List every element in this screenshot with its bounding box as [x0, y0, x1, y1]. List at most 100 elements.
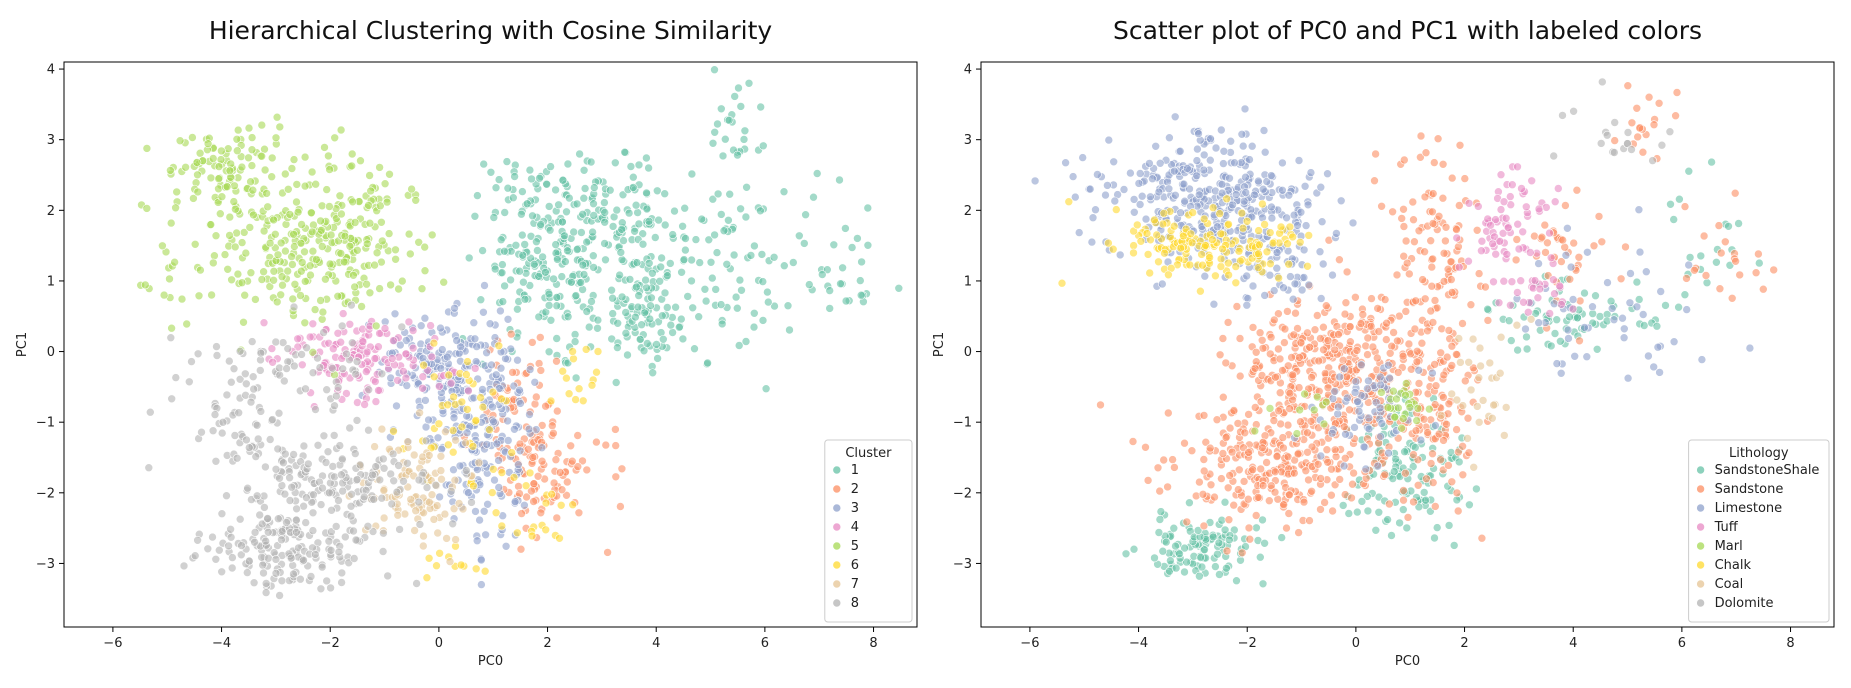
data-point [758, 277, 768, 286]
data-point [414, 497, 424, 507]
data-point [1635, 247, 1645, 257]
data-point [676, 314, 686, 324]
data-point [556, 500, 566, 510]
data-point [424, 553, 434, 563]
data-point [1085, 184, 1095, 194]
data-point [263, 514, 272, 523]
data-point [1272, 263, 1282, 273]
data-point [553, 255, 562, 264]
data-point [638, 239, 648, 249]
data-point [1212, 222, 1222, 231]
data-point [1375, 372, 1385, 382]
data-point [617, 225, 627, 234]
data-point [497, 268, 507, 278]
data-point [1088, 213, 1098, 222]
data-point [277, 272, 287, 282]
data-point [1556, 336, 1565, 346]
data-point [316, 296, 325, 305]
data-point [330, 401, 339, 411]
data-point [351, 369, 361, 379]
data-point [1199, 214, 1209, 224]
data-point [1661, 301, 1670, 310]
data-point [471, 507, 480, 516]
data-point [239, 317, 248, 327]
legend-marker [832, 522, 842, 532]
data-point [734, 341, 744, 350]
data-point [1093, 170, 1102, 179]
data-point [249, 578, 259, 588]
data-point [541, 498, 551, 508]
data-point [674, 322, 684, 332]
data-point [1209, 299, 1219, 309]
data-point [1452, 395, 1462, 405]
data-point [1518, 227, 1528, 237]
data-point [687, 169, 697, 179]
data-point [1519, 297, 1528, 307]
data-point [1109, 157, 1118, 167]
data-point [1682, 274, 1691, 283]
data-point [600, 198, 609, 207]
data-point [1316, 474, 1326, 483]
data-point [387, 499, 397, 509]
data-point [313, 353, 322, 363]
data-point [1549, 299, 1559, 309]
data-point [1634, 205, 1644, 214]
data-point [1397, 214, 1407, 223]
data-point [474, 458, 484, 468]
data-point [322, 185, 332, 194]
data-point [1439, 249, 1449, 258]
data-point [328, 344, 338, 354]
data-point [1424, 404, 1434, 414]
data-point [269, 215, 279, 225]
data-point [317, 242, 327, 251]
data-point [375, 475, 385, 485]
data-point [208, 154, 218, 163]
data-point [1466, 300, 1476, 310]
data-point [444, 370, 454, 380]
data-point [589, 183, 599, 192]
data-point [611, 425, 620, 434]
data-point [303, 459, 313, 469]
data-point [1348, 218, 1358, 228]
data-point [1274, 309, 1283, 319]
data-point [628, 172, 638, 182]
legend-item-label: SandstoneShale [1715, 463, 1820, 478]
data-point [1205, 155, 1215, 165]
data-point [1477, 246, 1486, 255]
data-point [300, 247, 309, 257]
data-point [763, 297, 773, 307]
legend-marker [1696, 465, 1705, 475]
data-point [1275, 354, 1285, 364]
data-point [1566, 262, 1576, 272]
data-point [1635, 123, 1645, 133]
data-point [1530, 276, 1540, 285]
data-point [1769, 265, 1779, 275]
data-point [358, 337, 368, 347]
data-point [1616, 274, 1626, 284]
data-point [296, 266, 306, 276]
data-point [273, 514, 283, 524]
data-point [292, 197, 301, 207]
data-point [334, 496, 343, 505]
data-point [166, 333, 176, 343]
data-point [1154, 187, 1164, 197]
data-point [1206, 134, 1215, 143]
data-point [1327, 428, 1337, 438]
data-point [1428, 207, 1437, 217]
data-point [630, 227, 639, 236]
data-point [716, 300, 726, 309]
data-point [573, 462, 583, 471]
data-point [286, 553, 296, 563]
data-point [657, 253, 666, 263]
data-point [706, 257, 716, 267]
data-point [234, 408, 243, 418]
data-point [1433, 134, 1443, 143]
data-point [642, 204, 652, 214]
data-point [1254, 176, 1263, 186]
data-point [1155, 159, 1165, 168]
data-point [631, 312, 640, 322]
data-point [1251, 511, 1261, 520]
data-point [794, 231, 804, 241]
